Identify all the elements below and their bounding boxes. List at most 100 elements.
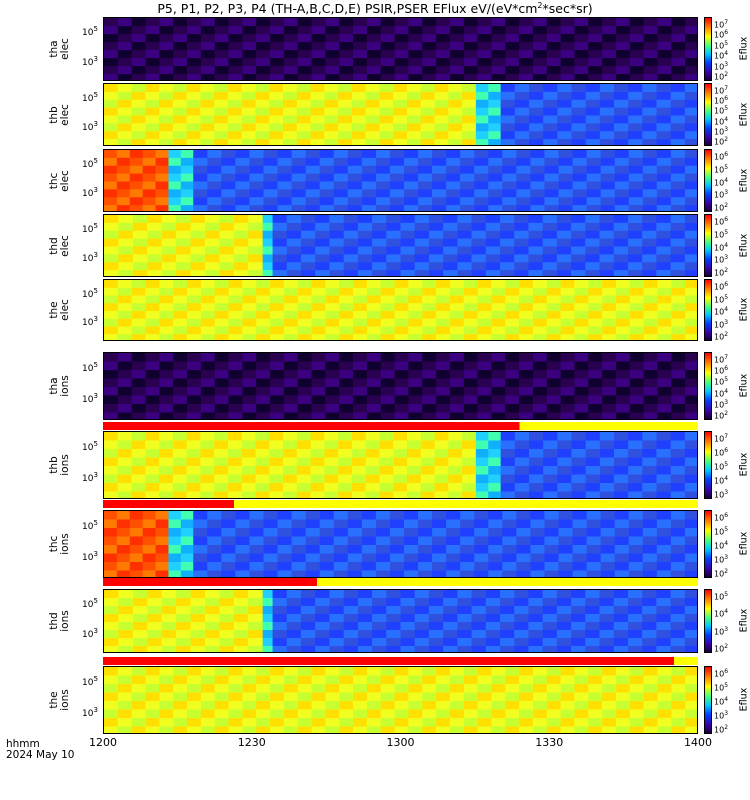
spectrogram-cell xyxy=(477,58,492,67)
panel-ylabel: thc ions xyxy=(48,533,71,555)
spectrogram-cell xyxy=(400,598,416,607)
spectrogram-cell xyxy=(643,412,658,419)
spectrogram-cell xyxy=(400,622,416,631)
spectrogram-cell xyxy=(333,553,349,563)
spectrogram-cell xyxy=(588,50,603,59)
spectrogram-cell xyxy=(588,58,603,67)
spectrogram-cell xyxy=(543,474,558,484)
spectrogram-cell xyxy=(443,246,458,255)
spectrogram-cell xyxy=(488,139,502,145)
spectrogram-cell xyxy=(180,511,194,520)
spectrogram-cell xyxy=(353,675,368,685)
spectrogram-cell xyxy=(132,230,148,240)
spectrogram-cell xyxy=(159,692,174,702)
spectrogram-cell xyxy=(436,387,451,396)
spectrogram-cell xyxy=(532,378,548,388)
spectrogram-cell xyxy=(301,215,316,224)
spectrogram-cell xyxy=(434,99,449,109)
spectrogram-cell xyxy=(546,718,562,727)
spectrogram-cell xyxy=(571,638,586,647)
y-tick-label: 105 xyxy=(82,221,98,235)
spectrogram-cell xyxy=(443,646,458,652)
spectrogram-cell xyxy=(270,42,285,51)
spectrogram-cell xyxy=(242,692,257,702)
spectrogram-cell xyxy=(187,295,202,304)
spectrogram-cell xyxy=(190,238,206,247)
spectrogram-cell xyxy=(530,553,545,563)
spectrogram-cell xyxy=(214,440,229,450)
spectrogram-cell xyxy=(145,311,160,320)
spectrogram-cell xyxy=(214,483,229,492)
spectrogram-cell xyxy=(305,545,321,554)
spectrogram-cell xyxy=(656,131,672,140)
spectrogram-cell xyxy=(642,254,657,263)
spectrogram-cell xyxy=(657,34,672,43)
spectrogram-cell xyxy=(400,614,416,623)
spectrogram-cell xyxy=(684,491,697,498)
spectrogram-cell xyxy=(207,189,222,198)
spectrogram-cell xyxy=(685,26,697,35)
spectrogram-cell xyxy=(104,440,119,450)
spectrogram-cell xyxy=(394,709,409,719)
spectrogram-cell xyxy=(228,395,243,405)
spectrogram-cell xyxy=(365,483,380,492)
spectrogram-cell xyxy=(560,26,575,35)
spectrogram-cell xyxy=(488,562,503,571)
spectrogram-cell xyxy=(159,84,174,93)
spectrogram-cell xyxy=(372,238,387,247)
spectrogram-cell xyxy=(463,701,479,710)
spectrogram-cell xyxy=(117,42,133,51)
spectrogram-cell xyxy=(129,197,144,206)
spectrogram-cell xyxy=(556,254,572,263)
spectrogram-cell xyxy=(418,570,433,577)
spectrogram-cell xyxy=(432,528,447,537)
spectrogram-cell xyxy=(353,66,368,75)
spectrogram-cell xyxy=(656,474,672,484)
spectrogram-cell xyxy=(155,519,169,529)
spectrogram-cell xyxy=(270,280,285,289)
spectrogram-cell xyxy=(500,598,515,607)
spectrogram-cell xyxy=(422,34,437,43)
spectrogram-cell xyxy=(228,303,243,312)
spectrogram-cell xyxy=(333,511,349,520)
spectrogram-cell xyxy=(585,254,601,263)
spectrogram-cell xyxy=(117,311,133,320)
spectrogram-cell xyxy=(443,614,458,623)
spectrogram-cell xyxy=(457,630,473,639)
spectrogram-cell xyxy=(173,353,188,362)
spectrogram-cell xyxy=(168,511,182,520)
spectrogram-cell xyxy=(436,311,451,320)
spectrogram-cell xyxy=(446,205,461,211)
spectrogram-cell xyxy=(532,684,548,693)
spectrogram-cell xyxy=(297,318,313,327)
spectrogram-cell xyxy=(670,528,686,537)
spectrogram-cell xyxy=(642,606,657,615)
spectrogram-cell xyxy=(200,115,215,124)
spectrogram-cell xyxy=(657,326,672,335)
spectrogram-cell xyxy=(353,42,368,51)
spectrogram-cell xyxy=(176,630,192,639)
spectrogram-cell xyxy=(436,404,451,413)
spectrogram-cell xyxy=(255,457,270,467)
spectrogram-cell xyxy=(422,295,437,304)
spectrogram-cell xyxy=(656,84,672,93)
spectrogram-cell xyxy=(365,449,380,458)
spectrogram-cell xyxy=(400,606,416,615)
spectrogram-cell xyxy=(422,353,437,362)
spectrogram-cell xyxy=(301,238,316,247)
spectrogram-cell xyxy=(519,370,534,379)
spectrogram-cell xyxy=(557,491,572,498)
spectrogram-cell xyxy=(173,684,188,693)
spectrogram-cell xyxy=(599,131,615,140)
spectrogram-cell xyxy=(104,123,119,132)
spectrogram-cell xyxy=(643,675,658,685)
spectrogram-cell xyxy=(684,440,697,450)
spectrogram-cell xyxy=(684,189,697,198)
spectrogram-cell xyxy=(532,361,548,371)
spectrogram-cell xyxy=(286,215,302,224)
spectrogram-cell xyxy=(228,295,243,304)
spectrogram-cell xyxy=(104,562,118,571)
spectrogram-cell xyxy=(389,181,405,190)
spectrogram-cell xyxy=(485,622,501,631)
spectrogram-cell xyxy=(116,528,131,537)
